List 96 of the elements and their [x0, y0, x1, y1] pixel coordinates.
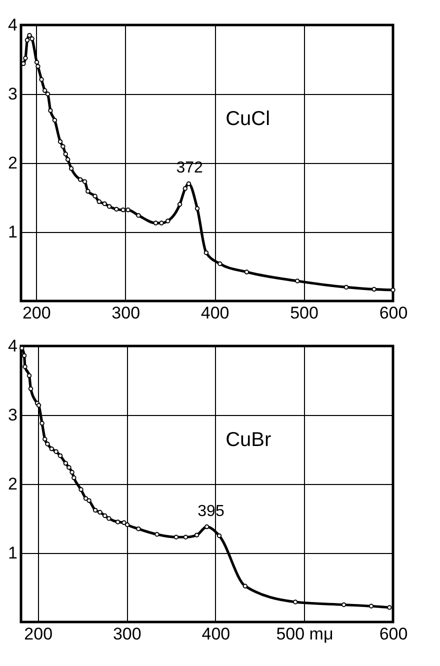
- point: [58, 453, 63, 458]
- point: [92, 508, 98, 513]
- point: [154, 532, 160, 537]
- point: [194, 532, 200, 538]
- point: [159, 220, 164, 226]
- point: [22, 364, 28, 370]
- point: [194, 206, 200, 211]
- point: [78, 177, 83, 182]
- point: [49, 446, 54, 452]
- point: [114, 206, 119, 212]
- y-tick-label: 4: [8, 16, 18, 34]
- point: [52, 118, 58, 123]
- point: [68, 166, 74, 171]
- point: [42, 436, 48, 442]
- point: [244, 270, 250, 274]
- x-tick-label: 300: [112, 304, 140, 322]
- point: [341, 602, 346, 608]
- point: [45, 92, 50, 96]
- point: [136, 213, 141, 218]
- point: [292, 600, 298, 604]
- annotation: CuBr: [226, 428, 272, 451]
- point: [174, 534, 179, 540]
- point: [186, 181, 192, 186]
- point: [177, 202, 182, 207]
- point: [58, 139, 63, 144]
- point: [124, 522, 130, 528]
- point: [70, 470, 74, 475]
- x-tick-label: 500: [290, 304, 318, 322]
- y-tick-label: 2: [8, 474, 18, 494]
- point: [136, 526, 141, 532]
- point: [182, 186, 188, 191]
- x-tick-label: 200: [22, 304, 51, 322]
- x-tick-label: 500 mμ: [276, 624, 334, 644]
- point: [36, 64, 40, 69]
- point: [106, 516, 112, 521]
- point: [24, 38, 30, 43]
- y-tick-label: 4: [8, 336, 18, 356]
- point: [165, 218, 170, 224]
- point: [45, 442, 50, 446]
- point: [216, 533, 222, 538]
- point: [30, 36, 34, 42]
- point: [23, 56, 28, 60]
- point: [86, 188, 90, 194]
- y-tick-label: 1: [8, 544, 18, 562]
- point: [115, 520, 120, 524]
- point: [27, 32, 32, 38]
- point: [39, 77, 44, 82]
- point: [344, 284, 349, 290]
- point: [78, 487, 84, 492]
- point: [63, 460, 68, 466]
- point: [153, 220, 158, 226]
- point: [102, 201, 107, 206]
- point: [242, 584, 248, 588]
- point: [96, 199, 102, 204]
- point: [126, 208, 130, 212]
- x-tick-label: 300: [112, 624, 142, 644]
- point: [40, 420, 44, 426]
- point: [83, 496, 88, 501]
- point: [368, 604, 374, 608]
- point: [66, 465, 72, 470]
- y-tick-label: 3: [8, 84, 18, 104]
- point: [42, 88, 48, 93]
- point: [26, 373, 32, 378]
- point: [63, 152, 68, 156]
- point: [98, 510, 102, 515]
- point: [183, 534, 188, 540]
- x-tick-label: 600: [379, 304, 408, 322]
- point: [82, 179, 88, 184]
- point: [218, 261, 222, 266]
- point: [390, 288, 396, 292]
- x-tick-label: 600: [379, 624, 408, 644]
- point: [54, 449, 58, 454]
- point: [106, 204, 112, 209]
- point: [28, 386, 34, 392]
- point: [372, 286, 376, 292]
- point: [294, 278, 300, 284]
- point: [60, 144, 66, 149]
- point: [48, 108, 53, 113]
- point: [86, 498, 92, 503]
- annotation: CuCl: [226, 108, 270, 130]
- point: [204, 524, 210, 530]
- point: [102, 513, 108, 518]
- y-tick-label: 2: [8, 154, 18, 172]
- x-tick-label: 400: [202, 624, 230, 644]
- point: [92, 194, 98, 198]
- point: [204, 250, 209, 256]
- point: [34, 60, 40, 65]
- point: [65, 157, 70, 162]
- x-tick-label: 200: [24, 624, 53, 644]
- y-tick-label: 1: [8, 222, 18, 242]
- x-tick-label: 400: [200, 304, 230, 322]
- point: [22, 353, 27, 358]
- point: [387, 605, 392, 610]
- y-tick-label: 3: [8, 406, 18, 424]
- point: [72, 475, 76, 480]
- point: [122, 520, 126, 526]
